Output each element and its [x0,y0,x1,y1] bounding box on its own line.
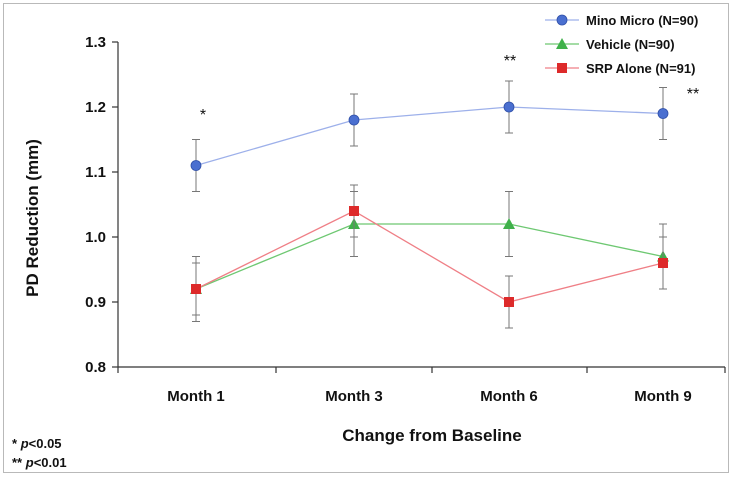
series-line [195,210,664,303]
legend: Mino Micro (N=90) Vehicle (N=90) SRP Alone… [545,13,698,76]
x-tick-label: Month 6 [480,388,538,405]
data-point [657,108,669,119]
footnote-2-threshold: <0.01 [33,455,67,470]
axes [112,41,726,373]
y-tick-label: 1.1 [85,164,106,181]
y-tick-label: 1.3 [85,34,106,51]
significance-marker: ** [504,53,516,70]
data-point [348,114,360,126]
data-point [191,284,201,294]
data-point [190,160,202,171]
legend-label: Mino Micro (N=90) [586,13,698,28]
data-point [658,258,668,268]
y-tick-label: 1.0 [85,229,106,246]
series-2 [191,184,668,329]
data-point [349,206,359,216]
data-point [504,297,514,307]
plot-area: ***** [190,53,699,329]
y-tick-labels: 0.8 0.9 1.0 1.1 1.2 1.3 [85,34,106,376]
significance-marker: * [200,107,206,124]
significance-marker: ** [687,86,699,103]
series-line [195,106,664,167]
footnote-1-p: p [20,436,29,451]
data-point [503,101,515,113]
x-tick-label: Month 1 [167,388,225,405]
series-1 [190,191,669,316]
footnote-2-p: p [25,455,34,470]
legend-marker [556,14,568,26]
footnote-2: ** p<0.01 [12,455,67,470]
y-tick-label: 1.2 [85,99,106,116]
footnote-1-stars: * [12,436,18,451]
legend-label: SRP Alone (N=91) [586,61,695,76]
legend-marker [557,63,567,73]
series-line [195,223,664,290]
legend-marker [556,38,568,49]
series-0 [190,80,669,192]
x-tick-labels: Month 1 Month 3 Month 6 Month 9 [167,388,692,405]
x-tick-label: Month 3 [325,388,383,405]
y-axis-label: PD Reduction (mm) [23,139,42,297]
legend-item-1: Vehicle (N=90) [545,37,675,52]
legend-label: Vehicle (N=90) [586,37,675,52]
data-point [503,218,515,229]
x-tick-label: Month 9 [634,388,692,405]
y-tick-label: 0.8 [85,359,106,376]
footnote-1: * p<0.05 [12,436,62,451]
x-axis-label: Change from Baseline [342,426,522,445]
legend-item-2: SRP Alone (N=91) [545,61,695,76]
chart-frame [3,3,729,473]
footnote-1-threshold: <0.05 [28,436,62,451]
legend-item-0: Mino Micro (N=90) [545,13,698,28]
footnote-2-stars: ** [12,455,23,470]
y-tick-label: 0.9 [85,294,106,311]
